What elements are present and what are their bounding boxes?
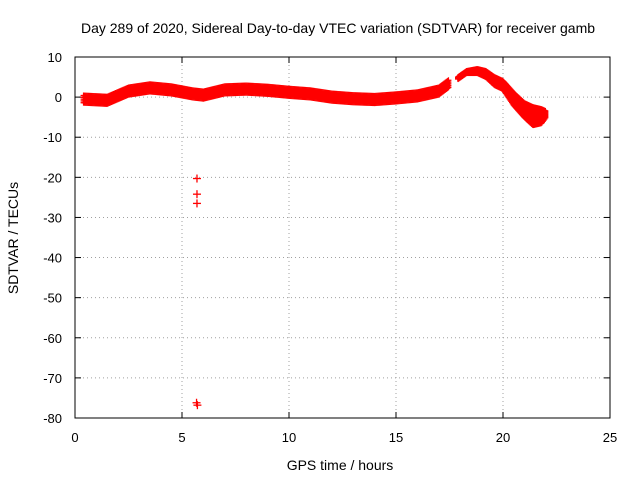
x-axis-label: GPS time / hours (287, 457, 394, 473)
y-tick-label: -40 (43, 251, 62, 266)
x-tick-label: 10 (282, 430, 296, 445)
axis-ticks: 0 5 10 15 20 25 10 0 -10 -20 -30 -40 -50 -60 -70 -80 (43, 50, 617, 445)
x-tick-label: 25 (603, 430, 617, 445)
x-tick-label: 20 (496, 430, 510, 445)
y-tick-label: -50 (43, 291, 62, 306)
data-point (192, 199, 201, 208)
y-tick-label: -70 (43, 371, 62, 386)
y-tick-label: -30 (43, 210, 62, 225)
data-point (192, 174, 201, 183)
y-tick-label: -20 (43, 170, 62, 185)
data-points (80, 66, 549, 410)
y-axis-label: SDTVAR / TECUs (5, 182, 21, 294)
y-tick-label: 0 (55, 90, 62, 105)
plot-frame (74, 56, 611, 419)
x-tick-label: 5 (178, 430, 185, 445)
chart-title: Day 289 of 2020, Sidereal Day-to-day VTE… (81, 20, 595, 36)
data-point (192, 190, 201, 199)
x-tick-label: 15 (389, 430, 403, 445)
y-tick-label: -10 (43, 130, 62, 145)
y-tick-label: 10 (48, 50, 62, 65)
y-tick-label: -60 (43, 331, 62, 346)
x-tick-label: 0 (71, 430, 78, 445)
y-tick-label: -80 (43, 411, 62, 426)
grid (75, 57, 610, 418)
